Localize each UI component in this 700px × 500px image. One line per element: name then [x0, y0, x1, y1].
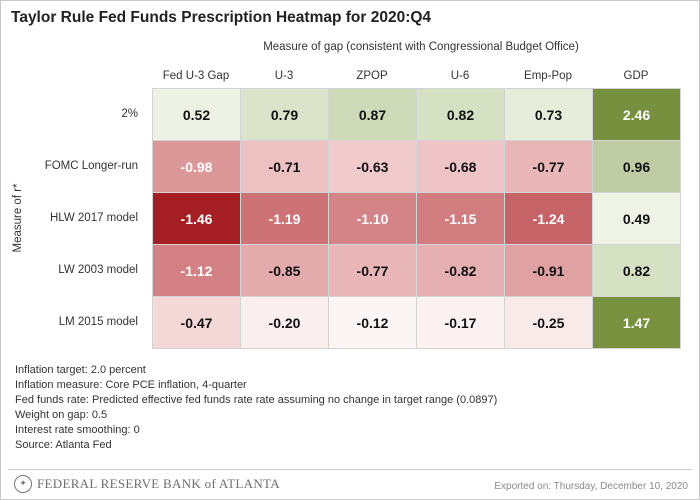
heatmap-cell[interactable]: -1.12: [152, 244, 241, 297]
column-label: U-6: [450, 70, 470, 82]
heatmap-cell[interactable]: -0.63: [328, 140, 417, 193]
chart-notes: Inflation target: 2.0 percent Inflation …: [15, 363, 497, 453]
column-label: Emp-Pop: [524, 70, 572, 82]
heatmap-cell[interactable]: 0.87: [328, 88, 417, 141]
heatmap-cell[interactable]: -1.15: [416, 192, 505, 245]
heatmap-cell[interactable]: 0.82: [592, 244, 681, 297]
chart-title: Taylor Rule Fed Funds Prescription Heatm…: [11, 9, 432, 26]
row-label: LW 2003 model: [58, 264, 138, 276]
heatmap-cell[interactable]: -0.68: [416, 140, 505, 193]
row-label: HLW 2017 model: [50, 212, 138, 224]
heatmap-cell[interactable]: -0.77: [328, 244, 417, 297]
column-label: ZPOP: [356, 70, 388, 82]
heatmap-cell[interactable]: 0.79: [240, 88, 329, 141]
heatmap-cell[interactable]: 0.49: [592, 192, 681, 245]
row-label: LM 2015 model: [58, 316, 138, 328]
note-weight-on-gap: Weight on gap: 0.5: [15, 409, 108, 421]
heatmap-cell[interactable]: -0.12: [328, 296, 417, 349]
export-date: Exported on: Thursday, December 10, 2020: [494, 481, 688, 492]
note-inflation-measure: Inflation measure: Core PCE inflation, 4…: [15, 379, 247, 391]
fed-seal-icon: ✦: [14, 475, 32, 493]
column-label: U-3: [274, 70, 294, 82]
row-label: FOMC Longer-run: [44, 160, 138, 172]
heatmap-cell[interactable]: 0.52: [152, 88, 241, 141]
heatmap-cell[interactable]: -1.10: [328, 192, 417, 245]
heatmap-cell[interactable]: -0.98: [152, 140, 241, 193]
note-fed-funds-rate: Fed funds rate: Predicted effective fed …: [15, 394, 498, 406]
heatmap-cell[interactable]: -1.19: [240, 192, 329, 245]
heatmap-cell[interactable]: -0.25: [504, 296, 593, 349]
heatmap-cell[interactable]: 0.73: [504, 88, 593, 141]
heatmap-cell[interactable]: -1.24: [504, 192, 593, 245]
note-source: Source: Atlanta Fed: [15, 439, 112, 451]
note-inflation-target: Inflation target: 2.0 percent: [15, 364, 146, 376]
fed-atlanta-logo: ✦ FEDERAL RESERVE BANK of ATLANTA: [14, 475, 280, 493]
heatmap-cell[interactable]: 1.47: [592, 296, 681, 349]
heatmap-cell[interactable]: 2.46: [592, 88, 681, 141]
heatmap-cell[interactable]: -0.17: [416, 296, 505, 349]
heatmap-cell[interactable]: -0.91: [504, 244, 593, 297]
heatmap-cell[interactable]: -0.82: [416, 244, 505, 297]
heatmap-cell[interactable]: -0.85: [240, 244, 329, 297]
footer-divider: [8, 469, 692, 470]
column-label: Fed U-3 Gap: [162, 70, 230, 82]
column-label: GDP: [623, 70, 649, 82]
heatmap-cell[interactable]: 0.82: [416, 88, 505, 141]
heatmap-cell[interactable]: -0.47: [152, 296, 241, 349]
heatmap-cell[interactable]: -1.46: [152, 192, 241, 245]
y-axis-title: Measure of r*: [12, 183, 24, 253]
heatmap-cell[interactable]: -0.71: [240, 140, 329, 193]
heatmap-cell[interactable]: -0.77: [504, 140, 593, 193]
heatmap-cell[interactable]: -0.20: [240, 296, 329, 349]
note-interest-rate-smoothing: Interest rate smoothing: 0: [15, 424, 140, 436]
logo-text: FEDERAL RESERVE BANK of ATLANTA: [37, 476, 280, 491]
x-axis-title: Measure of gap (consistent with Congress…: [263, 41, 579, 53]
row-label: 2%: [121, 108, 138, 120]
heatmap-cell[interactable]: 0.96: [592, 140, 681, 193]
